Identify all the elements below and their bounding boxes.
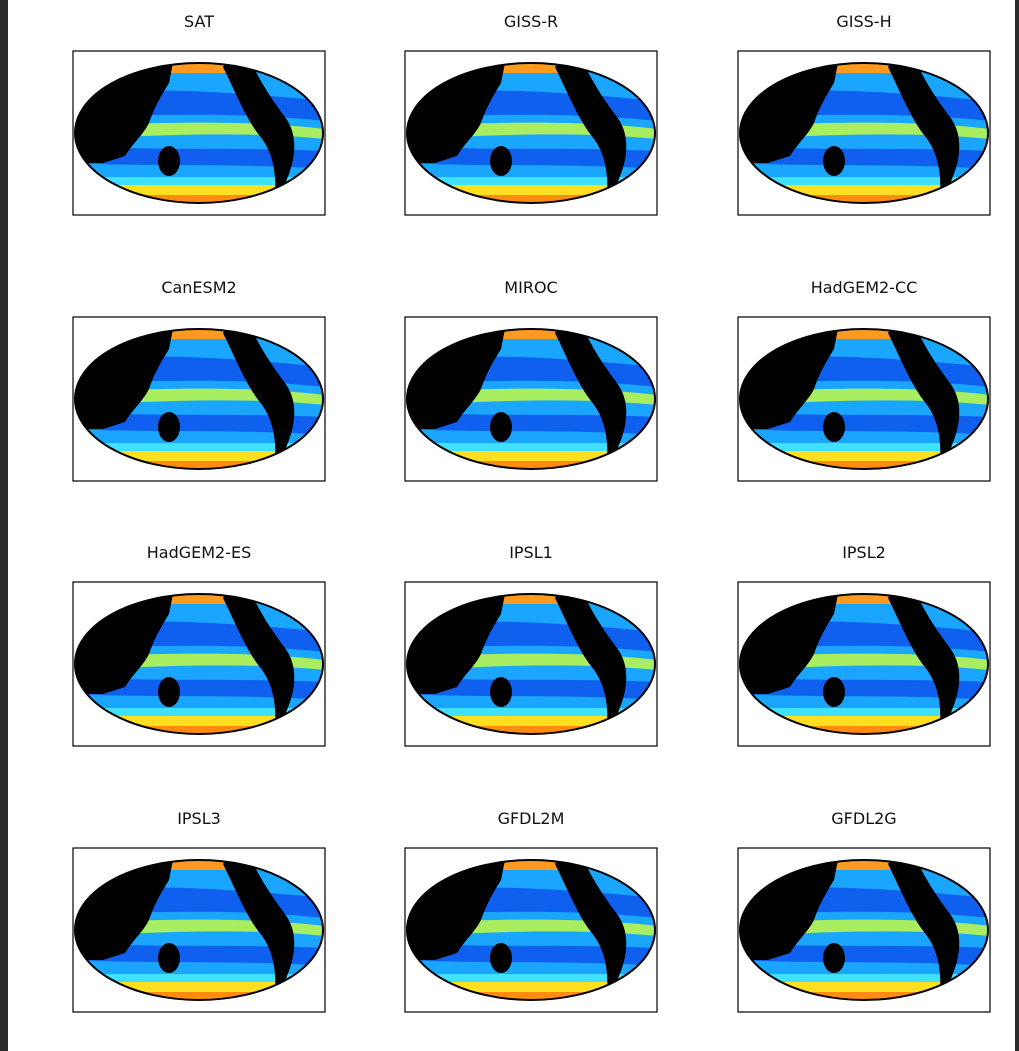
panel-title: GISS-R bbox=[504, 12, 558, 31]
map-panel: CanESM2 bbox=[73, 278, 325, 481]
panel-title: HadGEM2-ES bbox=[147, 543, 252, 562]
panel-title: GFDL2M bbox=[498, 809, 565, 828]
map-panel: GISS-R bbox=[405, 12, 657, 215]
panel-title: IPSL2 bbox=[842, 543, 886, 562]
panel-title: IPSL1 bbox=[509, 543, 553, 562]
panel-title: CanESM2 bbox=[161, 278, 236, 297]
map-panel: IPSL2 bbox=[738, 543, 990, 746]
map-panel: GFDL2M bbox=[405, 809, 657, 1012]
panel-title: SAT bbox=[184, 12, 214, 31]
map-panel: GFDL2G bbox=[738, 809, 990, 1012]
map-panel: GISS-H bbox=[738, 12, 990, 215]
map-panel: IPSL1 bbox=[405, 543, 657, 746]
map-panel: IPSL3 bbox=[73, 809, 325, 1012]
panel-title: HadGEM2-CC bbox=[811, 278, 918, 297]
panel-title: MIROC bbox=[504, 278, 557, 297]
panel-title: IPSL3 bbox=[177, 809, 221, 828]
map-panel: HadGEM2-ES bbox=[73, 543, 325, 746]
panel-title: GFDL2G bbox=[831, 809, 896, 828]
map-panel: HadGEM2-CC bbox=[738, 278, 990, 481]
page: SAT GISS-R GISS-H CanESM2 MIROC HadGEM2-CC Had… bbox=[0, 0, 1019, 1051]
window-edge bbox=[0, 0, 8, 1051]
map-panel: SAT bbox=[73, 12, 325, 215]
panel-title: GISS-H bbox=[836, 12, 891, 31]
figure: SAT GISS-R GISS-H CanESM2 MIROC HadGEM2-CC Had… bbox=[0, 0, 1019, 1051]
window-edge bbox=[1015, 0, 1019, 1051]
map-panel: MIROC bbox=[405, 278, 657, 481]
